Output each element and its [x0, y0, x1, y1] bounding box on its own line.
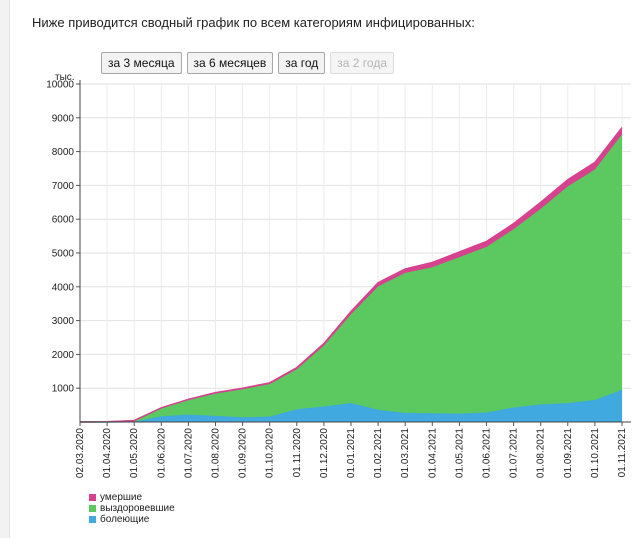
legend-swatch-active: [89, 516, 96, 523]
legend-swatch-recovered: [89, 505, 96, 512]
x-tick-label: 01.04.2021: [427, 428, 438, 478]
x-tick-label: 01.09.2020: [238, 428, 249, 478]
y-tick-label: 4000: [52, 282, 75, 293]
page-left-border: [0, 0, 10, 538]
x-tick-label: 01.10.2021: [590, 428, 601, 478]
y-axis-unit-label: тыс.: [55, 72, 75, 83]
x-tick-label: 01.07.2020: [183, 428, 194, 478]
y-tick-label: 10000: [46, 80, 74, 91]
legend-label-recovered: выздоровевшие: [100, 503, 175, 514]
y-tick-label: 6000: [52, 215, 75, 226]
x-tick-label: 01.08.2020: [211, 428, 222, 478]
x-tick-label: 01.04.2020: [102, 428, 113, 478]
x-tick-label: 01.11.2020: [292, 428, 303, 478]
x-tick-label: 01.11.2021: [617, 428, 628, 478]
y-tick-label: 7000: [52, 181, 75, 192]
legend-item-recovered: выздоровевшие: [89, 503, 175, 514]
legend-item-deaths: умершие: [89, 492, 175, 503]
y-tick-label: 9000: [52, 113, 75, 124]
x-tick-label: 01.05.2021: [454, 428, 465, 478]
area-series: [79, 127, 623, 423]
x-tick-label: 01.02.2021: [373, 428, 384, 478]
x-tick-label: 01.12.2020: [319, 428, 330, 478]
x-tick-label: 01.03.2021: [400, 428, 411, 478]
x-tick-label: 02.03.2020: [75, 428, 86, 478]
y-tick-label: 2000: [52, 350, 75, 361]
area-series-edge-2: [79, 127, 623, 423]
x-tick-label: 01.01.2021: [346, 428, 357, 478]
y-tick-label: 5000: [52, 249, 75, 260]
range-2-years-button: за 2 года: [330, 52, 394, 74]
y-tick-label: 1000: [52, 384, 75, 395]
y-tick-label: 8000: [52, 147, 75, 158]
legend-item-active: болеющие: [89, 514, 175, 525]
legend-label-active: болеющие: [100, 514, 150, 525]
area-series-0: [80, 389, 622, 422]
area-series-1: [80, 134, 622, 422]
x-tick-label: 01.05.2020: [129, 428, 140, 478]
x-tick-label: 01.06.2021: [482, 428, 493, 478]
x-tick-label: 01.10.2020: [265, 428, 276, 478]
x-tick-label: 01.06.2020: [156, 428, 167, 478]
axes: 1000 2000 3000 4000 5000 6000 7000 8000 9000 1000…: [46, 80, 631, 478]
legend-label-deaths: умершие: [100, 492, 143, 503]
legend-swatch-deaths: [89, 494, 96, 501]
range-1-year-button[interactable]: за год: [278, 52, 326, 74]
intro-text: Ниже приводится сводный график по всем к…: [32, 15, 475, 30]
y-tick-label: 3000: [52, 316, 75, 327]
legend: умершие выздоровевшие болеющие: [89, 492, 175, 525]
x-tick-label: 01.09.2021: [563, 428, 574, 478]
x-tick-label: 01.08.2021: [536, 428, 547, 478]
range-button-group: за 3 месяца за 6 месяцев за год за 2 год…: [101, 52, 394, 74]
range-3-months-button[interactable]: за 3 месяца: [101, 52, 182, 74]
x-tick-label: 01.07.2021: [509, 428, 520, 478]
range-6-months-button[interactable]: за 6 месяцев: [186, 52, 274, 74]
